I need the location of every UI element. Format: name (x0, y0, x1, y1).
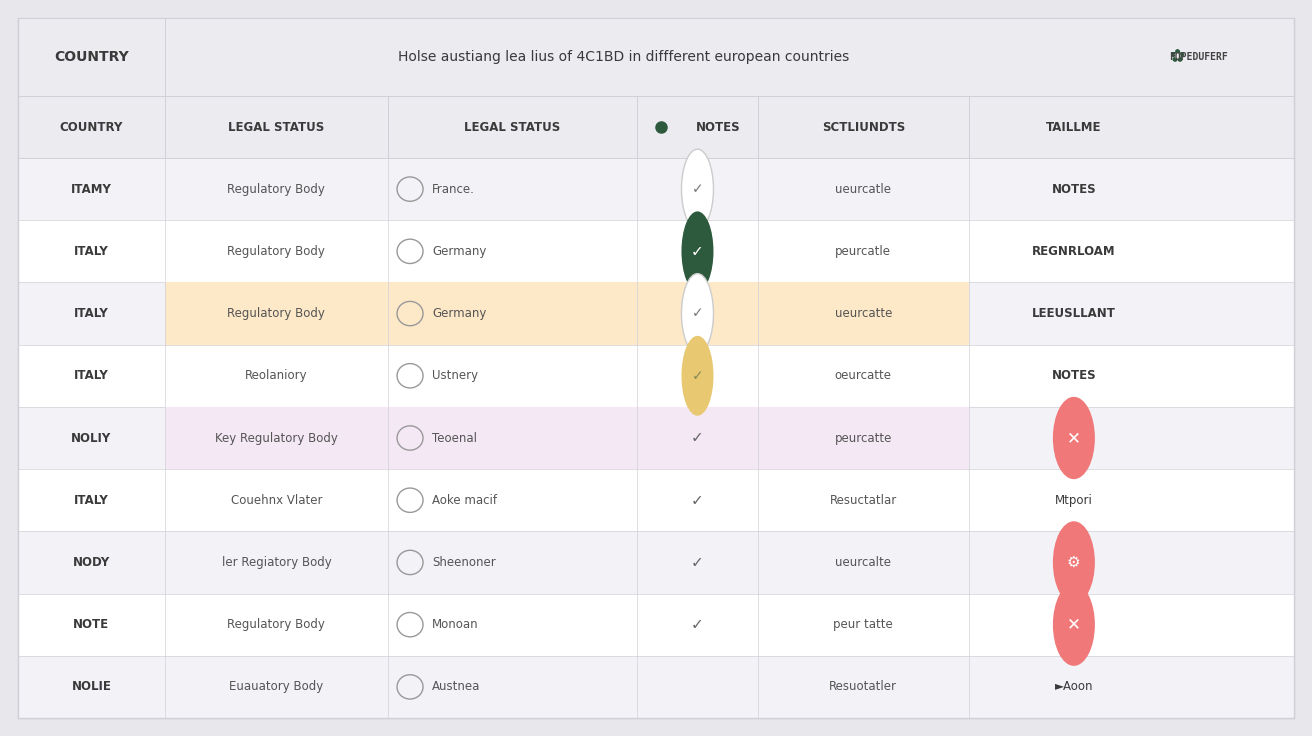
Text: NOLIY: NOLIY (71, 431, 112, 445)
Text: ler Regiatory Body: ler Regiatory Body (222, 556, 331, 569)
Text: NOTE: NOTE (73, 618, 109, 631)
Text: ITALY: ITALY (73, 307, 109, 320)
FancyBboxPatch shape (18, 656, 1294, 718)
Text: France.: France. (432, 183, 475, 196)
Text: LEGAL STATUS: LEGAL STATUS (464, 121, 560, 133)
Text: Aoke macif: Aoke macif (432, 494, 497, 506)
Text: Holse austiang lea lius of 4C1BD in diffferent european countries: Holse austiang lea lius of 4C1BD in diff… (399, 50, 850, 64)
Ellipse shape (1054, 397, 1096, 479)
Text: Monoan: Monoan (432, 618, 479, 631)
Text: ITALY: ITALY (73, 245, 109, 258)
Text: Teoenal: Teoenal (432, 431, 478, 445)
Text: ueurcalte: ueurcalte (836, 556, 891, 569)
Text: ✓: ✓ (691, 618, 703, 632)
Text: LEEUSLLANT: LEEUSLLANT (1033, 307, 1115, 320)
FancyBboxPatch shape (165, 407, 968, 469)
FancyBboxPatch shape (18, 344, 1294, 407)
Text: Resuctatlar: Resuctatlar (829, 494, 897, 506)
FancyBboxPatch shape (18, 283, 1294, 344)
Text: COUNTRY: COUNTRY (54, 50, 129, 64)
Ellipse shape (1054, 584, 1096, 666)
Text: LEGAL STATUS: LEGAL STATUS (228, 121, 324, 133)
Text: ✓: ✓ (691, 244, 703, 259)
Text: NOTES: NOTES (1052, 369, 1097, 382)
FancyBboxPatch shape (18, 531, 1294, 593)
Text: peurcatle: peurcatle (836, 245, 891, 258)
Text: ✓: ✓ (691, 492, 703, 508)
Text: ✕: ✕ (1067, 429, 1081, 447)
FancyBboxPatch shape (18, 96, 1294, 158)
FancyBboxPatch shape (18, 593, 1294, 656)
Ellipse shape (681, 336, 714, 416)
Text: ueurcatle: ueurcatle (836, 183, 891, 196)
FancyBboxPatch shape (18, 220, 1294, 283)
Text: TAILLME: TAILLME (1046, 121, 1102, 133)
Text: Austnea: Austnea (432, 680, 480, 693)
Text: NODY: NODY (72, 556, 110, 569)
Text: ✓: ✓ (691, 307, 703, 321)
Text: ITALY: ITALY (73, 494, 109, 506)
Text: Germany: Germany (432, 307, 487, 320)
Text: FOPEDUFERF: FOPEDUFERF (1169, 52, 1228, 62)
Text: Sheenoner: Sheenoner (432, 556, 496, 569)
Text: NOTES: NOTES (1052, 183, 1097, 196)
Text: ⚙: ⚙ (1067, 555, 1081, 570)
Text: ueurcatte: ueurcatte (834, 307, 892, 320)
FancyBboxPatch shape (18, 158, 1294, 220)
FancyBboxPatch shape (18, 18, 1294, 96)
Text: ►Aoon: ►Aoon (1055, 680, 1093, 693)
Text: Regulatory Body: Regulatory Body (227, 307, 325, 320)
Text: Mtpori: Mtpori (1055, 494, 1093, 506)
Text: Ustnery: Ustnery (432, 369, 478, 382)
Text: ✓: ✓ (691, 182, 703, 196)
FancyBboxPatch shape (165, 283, 968, 344)
Text: peurcatte: peurcatte (834, 431, 892, 445)
Ellipse shape (1054, 521, 1096, 604)
Text: ✕: ✕ (1067, 616, 1081, 634)
Text: Key Regulatory Body: Key Regulatory Body (215, 431, 337, 445)
FancyBboxPatch shape (18, 18, 1294, 718)
Text: Reolaniory: Reolaniory (245, 369, 308, 382)
Ellipse shape (681, 274, 714, 353)
Text: Couehnx Vlater: Couehnx Vlater (231, 494, 323, 506)
Text: Regulatory Body: Regulatory Body (227, 618, 325, 631)
Text: COUNTRY: COUNTRY (59, 121, 123, 133)
Text: Regulatory Body: Regulatory Body (227, 245, 325, 258)
Text: ✓: ✓ (691, 431, 703, 445)
Text: peur tatte: peur tatte (833, 618, 893, 631)
Text: Regulatory Body: Regulatory Body (227, 183, 325, 196)
Text: NOTES: NOTES (697, 121, 741, 133)
FancyBboxPatch shape (18, 469, 1294, 531)
FancyBboxPatch shape (18, 407, 1294, 469)
Text: SCTLIUNDTS: SCTLIUNDTS (821, 121, 905, 133)
Ellipse shape (681, 211, 714, 291)
Text: ✓: ✓ (691, 369, 703, 383)
Text: ITAMY: ITAMY (71, 183, 112, 196)
Text: oeurcatte: oeurcatte (834, 369, 892, 382)
Ellipse shape (681, 149, 714, 229)
Text: ✓: ✓ (691, 555, 703, 570)
Text: ITALY: ITALY (73, 369, 109, 382)
Text: Resuotatler: Resuotatler (829, 680, 897, 693)
Text: Germany: Germany (432, 245, 487, 258)
Text: Euauatory Body: Euauatory Body (230, 680, 324, 693)
Text: NOLIE: NOLIE (71, 680, 112, 693)
Text: ✿: ✿ (1169, 48, 1185, 66)
Text: REGNRLOAM: REGNRLOAM (1033, 245, 1115, 258)
